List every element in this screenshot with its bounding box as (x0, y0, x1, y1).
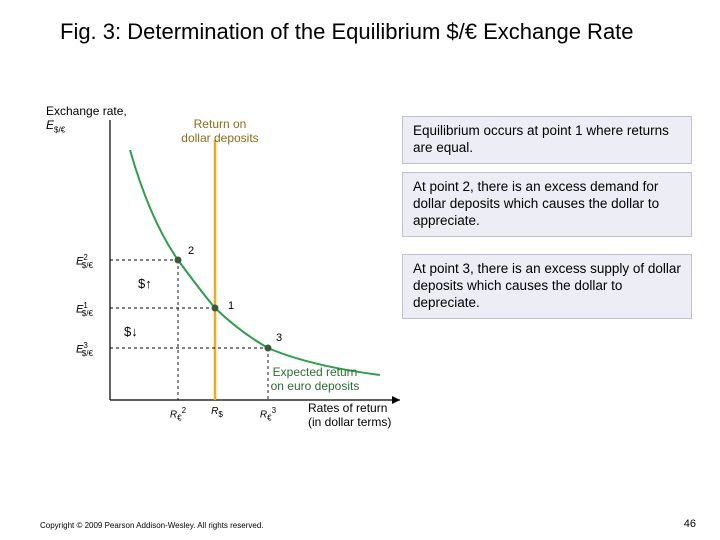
y-axis-label: Exchange rate, E$/€ (46, 104, 127, 135)
y-tick-e3: E3$/€ (76, 341, 93, 358)
figure-title: Fig. 3: Determination of the Equilibrium… (60, 18, 660, 46)
point-2-label: 2 (188, 245, 194, 257)
x-axis-label: Rates of return (in dollar terms) (308, 402, 428, 430)
euro-return-label: Expected return on euro deposits (250, 366, 380, 394)
y-tick-e1: E1$/€ (76, 301, 93, 318)
x-tick-rs: R$ (205, 406, 229, 419)
annotation-2: At point 2, there is an excess demand fo… (402, 172, 692, 237)
x-tick-re2: R€2 (166, 406, 190, 422)
chart: Exchange rate, E$/€ Return on dollar dep… (40, 110, 420, 450)
y-tick-e2: E2$/€ (76, 253, 93, 270)
annotation-1: Equilibrium occurs at point 1 where retu… (402, 116, 692, 164)
annotation-3: At point 3, there is an excess supply of… (402, 254, 692, 319)
dollar-down-label: $↓ (124, 324, 138, 339)
chart-svg (40, 110, 420, 450)
page-number: 46 (684, 518, 696, 530)
dollar-up-label: $↑ (138, 276, 152, 291)
x-tick-re3: R€3 (256, 406, 280, 422)
dollar-return-label: Return on dollar deposits (170, 118, 270, 146)
copyright-text: Copyright © 2009 Pearson Addison-Wesley.… (40, 521, 264, 530)
point-3-label: 3 (276, 332, 282, 344)
point-1-label: 1 (228, 300, 234, 312)
